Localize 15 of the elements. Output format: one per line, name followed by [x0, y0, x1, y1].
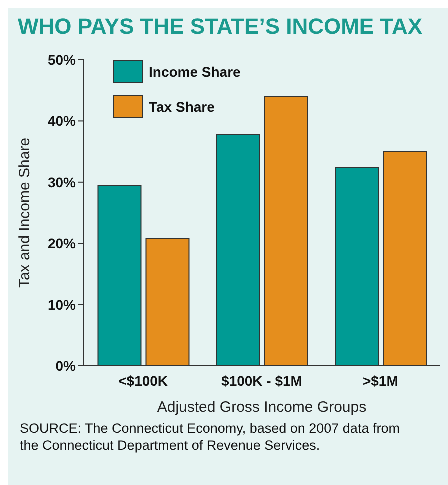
- y-tick-label: 20%: [48, 236, 77, 252]
- y-tick-label: 50%: [48, 52, 77, 68]
- y-tick-label: 10%: [48, 296, 77, 313]
- x-axis-title: Adjusted Gross Income Groups: [157, 399, 367, 416]
- chart-title: WHO PAYS THE STATE’S INCOME TAX: [17, 13, 424, 41]
- legend-label: Tax Share: [149, 98, 215, 114]
- x-tick-label: >$1M: [362, 372, 398, 389]
- y-axis-title: Tax and Income Share: [16, 138, 34, 288]
- x-tick-label: $100K - $1M: [222, 372, 302, 389]
- y-tick-label: 40%: [48, 113, 77, 130]
- legend-label: Income Share: [149, 64, 241, 80]
- y-tick-label: 30%: [48, 174, 77, 190]
- source-note: SOURCE: The Connecticut Economy, based on 2007 data from the Connecticut Department of Revenue Services.: [20, 420, 401, 454]
- x-tick-label: <$100K: [118, 372, 168, 389]
- y-tick-label: 0%: [56, 358, 77, 374]
